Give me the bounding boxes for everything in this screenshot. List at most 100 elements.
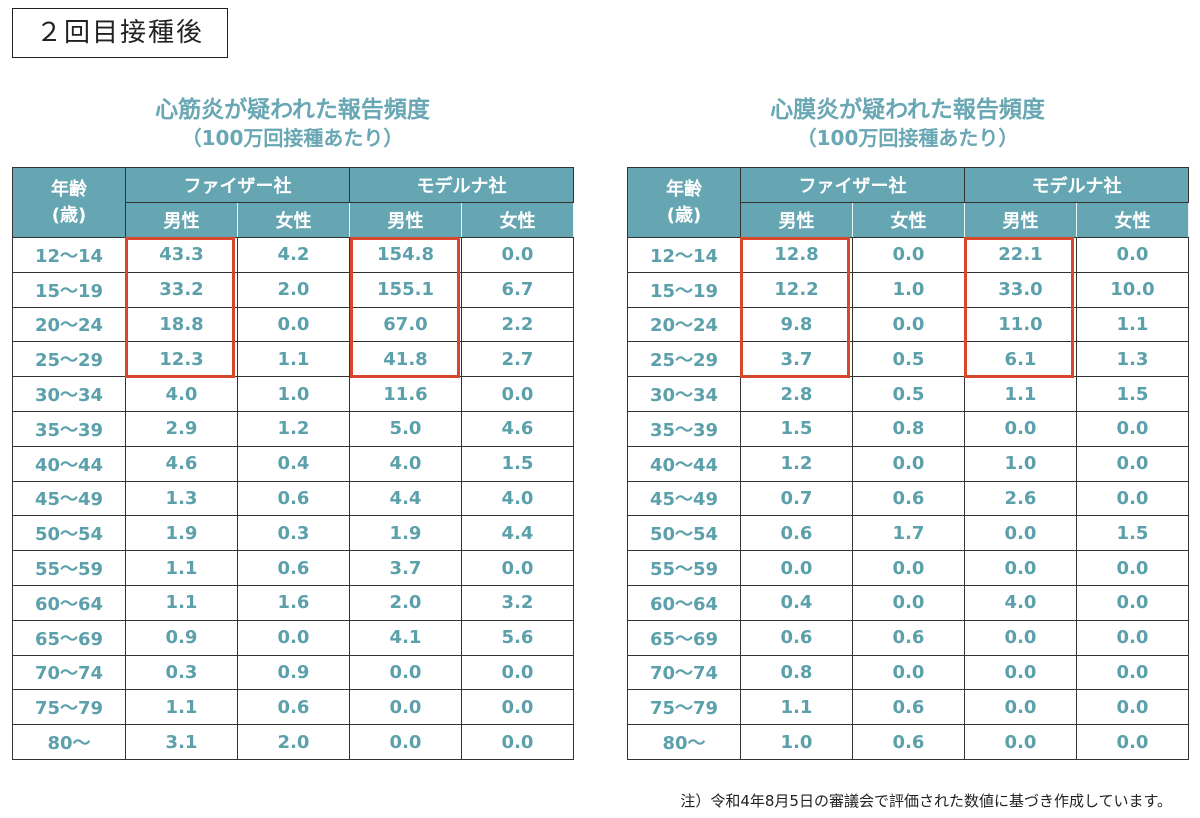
highlight-box xyxy=(350,237,460,378)
value-cell: 0.0 xyxy=(852,584,965,621)
value-cell: 1.2 xyxy=(740,445,853,482)
age-cell: 40〜44 xyxy=(12,445,126,482)
age-cell: 45〜49 xyxy=(12,480,126,517)
value-cell: 0.8 xyxy=(740,654,853,691)
value-cell: 2.7 xyxy=(461,341,574,378)
table-row: 60〜64 0.4 0.0 4.0 0.0 xyxy=(627,584,1189,621)
table-row: 15〜19 33.2 2.0 155.1 6.7 xyxy=(12,271,574,308)
value-cell: 0.0 xyxy=(1076,724,1189,760)
value-cell: 0.0 xyxy=(964,654,1077,691)
value-cell: 3.2 xyxy=(461,584,574,621)
table-row: 80〜 3.1 2.0 0.0 0.0 xyxy=(12,724,574,760)
value-cell: 22.1 xyxy=(964,237,1077,273)
value-cell: 33.0 xyxy=(964,271,1077,308)
value-cell: 4.4 xyxy=(461,515,574,552)
value-cell: 1.5 xyxy=(1076,515,1189,552)
age-cell: 60〜64 xyxy=(12,584,126,621)
value-cell: 0.0 xyxy=(349,724,462,760)
value-cell: 0.0 xyxy=(1076,445,1189,482)
table-row: 70〜74 0.3 0.9 0.0 0.0 xyxy=(12,654,574,691)
pericarditis-title: 心膜炎が疑われた報告頻度 xyxy=(770,97,1045,123)
value-cell: 0.0 xyxy=(964,619,1077,656)
value-cell: 0.6 xyxy=(852,480,965,517)
value-cell: 12.8 xyxy=(740,237,853,273)
value-cell: 1.3 xyxy=(125,480,238,517)
section-badge: ２回目接種後 xyxy=(12,8,228,58)
value-cell: 1.9 xyxy=(125,515,238,552)
table-row: 20〜24 18.8 0.0 67.0 2.2 xyxy=(12,306,574,343)
pfizer-female-header: 女性 xyxy=(852,202,965,238)
value-cell: 4.0 xyxy=(125,376,238,412)
value-cell: 0.5 xyxy=(852,376,965,412)
value-cell: 11.0 xyxy=(964,306,1077,343)
table-row: 75〜79 1.1 0.6 0.0 0.0 xyxy=(12,689,574,726)
value-cell: 0.0 xyxy=(461,376,574,412)
value-cell: 4.0 xyxy=(964,584,1077,621)
myocarditis-title: 心筋炎が疑われた報告頻度 xyxy=(155,97,430,123)
age-cell: 65〜69 xyxy=(627,619,741,656)
value-cell: 0.6 xyxy=(740,515,853,552)
value-cell: 0.9 xyxy=(237,654,350,691)
value-cell: 1.1 xyxy=(1076,306,1189,343)
value-cell: 2.0 xyxy=(349,584,462,621)
value-cell: 1.1 xyxy=(125,584,238,621)
age-cell: 60〜64 xyxy=(627,584,741,621)
value-cell: 1.1 xyxy=(964,376,1077,412)
value-cell: 0.0 xyxy=(964,515,1077,552)
value-cell: 0.3 xyxy=(237,515,350,552)
age-cell: 80〜 xyxy=(12,724,126,760)
value-cell: 155.1 xyxy=(349,271,462,308)
value-cell: 0.0 xyxy=(1076,689,1189,726)
value-cell: 1.2 xyxy=(237,410,350,447)
age-cell: 35〜39 xyxy=(12,410,126,447)
value-cell: 0.6 xyxy=(237,550,350,586)
table-row: 80〜 1.0 0.6 0.0 0.0 xyxy=(627,724,1189,760)
value-cell: 0.0 xyxy=(1076,410,1189,447)
pfizer-header: ファイザー社 xyxy=(740,167,965,203)
value-cell: 0.6 xyxy=(237,689,350,726)
pfizer-male-header: 男性 xyxy=(740,202,853,238)
value-cell: 0.4 xyxy=(237,445,350,482)
value-cell: 2.0 xyxy=(237,271,350,308)
age-cell: 20〜24 xyxy=(12,306,126,343)
value-cell: 0.0 xyxy=(964,550,1077,586)
moderna-male-header: 男性 xyxy=(964,202,1077,238)
value-cell: 0.6 xyxy=(852,689,965,726)
value-cell: 2.0 xyxy=(237,724,350,760)
value-cell: 0.0 xyxy=(852,550,965,586)
value-cell: 0.4 xyxy=(740,584,853,621)
value-cell: 0.0 xyxy=(740,550,853,586)
table-row: 25〜29 12.3 1.1 41.8 2.7 xyxy=(12,341,574,378)
value-cell: 4.0 xyxy=(349,445,462,482)
table-row: 40〜44 4.6 0.4 4.0 1.5 xyxy=(12,445,574,482)
value-cell: 9.8 xyxy=(740,306,853,343)
age-cell: 75〜79 xyxy=(12,689,126,726)
moderna-male-header: 男性 xyxy=(349,202,462,238)
age-cell: 15〜19 xyxy=(12,271,126,308)
value-cell: 0.6 xyxy=(852,619,965,656)
pfizer-male-header: 男性 xyxy=(125,202,238,238)
age-header: 年齢 (歳) xyxy=(627,167,741,238)
value-cell: 2.8 xyxy=(740,376,853,412)
value-cell: 0.5 xyxy=(852,341,965,378)
value-cell: 1.1 xyxy=(740,689,853,726)
moderna-header: モデルナ社 xyxy=(964,167,1189,203)
pericarditis-table: 年齢 (歳) ファイザー社 モデルナ社 男性 女性 男性 女性 12〜14 12.8 0… xyxy=(627,167,1189,760)
value-cell: 0.0 xyxy=(852,445,965,482)
age-cell: 25〜29 xyxy=(12,341,126,378)
age-cell: 40〜44 xyxy=(627,445,741,482)
age-cell: 25〜29 xyxy=(627,341,741,378)
value-cell: 4.0 xyxy=(461,480,574,517)
value-cell: 0.0 xyxy=(964,724,1077,760)
value-cell: 6.7 xyxy=(461,271,574,308)
table-row: 20〜24 9.8 0.0 11.0 1.1 xyxy=(627,306,1189,343)
age-cell: 30〜34 xyxy=(12,376,126,412)
table-row: 12〜14 43.3 4.2 154.8 0.0 xyxy=(12,237,574,273)
value-cell: 0.0 xyxy=(852,654,965,691)
value-cell: 0.0 xyxy=(1076,550,1189,586)
value-cell: 1.9 xyxy=(349,515,462,552)
value-cell: 2.9 xyxy=(125,410,238,447)
value-cell: 0.6 xyxy=(852,724,965,760)
value-cell: 1.1 xyxy=(237,341,350,378)
footnote: 注）令和4年8月5日の審議会で評価された数値に基づき作成しています。 xyxy=(680,792,1172,810)
